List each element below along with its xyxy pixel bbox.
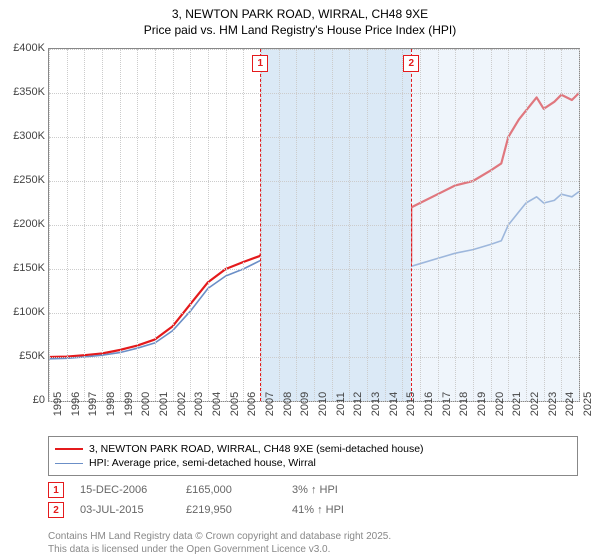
gridline-v: [438, 49, 439, 401]
x-tick-label: 2010: [317, 392, 329, 416]
x-tick-label: 2020: [494, 392, 506, 416]
gridline-v: [226, 49, 227, 401]
sale-hpi-delta: 3% ↑ HPI: [292, 484, 382, 496]
y-tick-label: £150K: [1, 262, 45, 274]
y-tick-label: £400K: [1, 42, 45, 54]
x-tick-label: 2023: [547, 392, 559, 416]
gridline-v: [561, 49, 562, 401]
sale-hpi-delta: 41% ↑ HPI: [292, 504, 382, 516]
x-tick-label: 2022: [529, 392, 541, 416]
x-tick-label: 2008: [282, 392, 294, 416]
gridline-v: [544, 49, 545, 401]
gridline-v: [508, 49, 509, 401]
gridline-v: [84, 49, 85, 401]
sale-row-marker: 2: [48, 502, 64, 518]
sale-price: £219,950: [186, 504, 276, 516]
y-tick-label: £300K: [1, 130, 45, 142]
legend-swatch: [55, 463, 83, 464]
x-tick-label: 1995: [52, 392, 64, 416]
gridline-v: [173, 49, 174, 401]
y-tick-label: £100K: [1, 306, 45, 318]
gridline-v: [155, 49, 156, 401]
gridline-v: [349, 49, 350, 401]
y-tick-label: £200K: [1, 218, 45, 230]
gridline-v: [491, 49, 492, 401]
x-tick-label: 2024: [564, 392, 576, 416]
x-tick-label: 2002: [176, 392, 188, 416]
gridline-v: [314, 49, 315, 401]
legend-swatch: [55, 448, 83, 450]
gridline-v: [385, 49, 386, 401]
x-tick-label: 2011: [335, 392, 347, 416]
footer-attribution: Contains HM Land Registry data © Crown c…: [48, 530, 578, 556]
gridline-v: [420, 49, 421, 401]
gridline-v: [455, 49, 456, 401]
x-tick-label: 2007: [264, 392, 276, 416]
gridline-v: [208, 49, 209, 401]
x-tick-label: 2009: [299, 392, 311, 416]
sale-row: 2 03-JUL-2015 £219,950 41% ↑ HPI: [48, 502, 578, 518]
sale-date: 15-DEC-2006: [80, 484, 170, 496]
sale-row: 1 15-DEC-2006 £165,000 3% ↑ HPI: [48, 482, 578, 498]
sale-vline: [411, 49, 412, 401]
footer-line1: Contains HM Land Registry data © Crown c…: [48, 530, 578, 543]
gridline-v: [332, 49, 333, 401]
gridline-v: [402, 49, 403, 401]
gridline-v: [120, 49, 121, 401]
sales-table: 1 15-DEC-2006 £165,000 3% ↑ HPI 2 03-JUL-2015…: [48, 478, 578, 522]
sale-marker-box: 1: [252, 55, 268, 72]
x-tick-label: 2019: [476, 392, 488, 416]
x-tick-label: 1999: [123, 392, 135, 416]
gridline-v: [243, 49, 244, 401]
x-tick-label: 2014: [388, 392, 400, 416]
sale-vline: [260, 49, 261, 401]
x-tick-label: 1997: [87, 392, 99, 416]
gridline-v: [67, 49, 68, 401]
y-tick-label: £250K: [1, 174, 45, 186]
chart-title-line2: Price paid vs. HM Land Registry's House …: [0, 23, 600, 37]
gridline-v: [102, 49, 103, 401]
x-tick-label: 2001: [158, 392, 170, 416]
x-tick-label: 2018: [458, 392, 470, 416]
gridline-v: [367, 49, 368, 401]
x-tick-label: 2017: [441, 392, 453, 416]
legend-label: HPI: Average price, semi-detached house,…: [89, 457, 316, 469]
legend-label: 3, NEWTON PARK ROAD, WIRRAL, CH48 9XE (s…: [89, 443, 424, 455]
legend-row: 3, NEWTON PARK ROAD, WIRRAL, CH48 9XE (s…: [55, 443, 571, 455]
sale-date: 03-JUL-2015: [80, 504, 170, 516]
footer-line2: This data is licensed under the Open Gov…: [48, 543, 578, 556]
x-tick-label: 2013: [370, 392, 382, 416]
gridline-v: [190, 49, 191, 401]
gridline-v: [279, 49, 280, 401]
x-tick-label: 2003: [193, 392, 205, 416]
y-tick-label: £350K: [1, 86, 45, 98]
gridline-v: [473, 49, 474, 401]
legend: 3, NEWTON PARK ROAD, WIRRAL, CH48 9XE (s…: [48, 436, 578, 476]
x-tick-label: 2004: [211, 392, 223, 416]
y-tick-label: £50K: [1, 350, 45, 362]
gridline-v: [49, 49, 50, 401]
x-tick-label: 2012: [352, 392, 364, 416]
y-tick-label: £0: [1, 394, 45, 406]
chart-plot-area: 12: [48, 48, 580, 402]
sale-marker-box: 2: [403, 55, 419, 72]
chart-title-line1: 3, NEWTON PARK ROAD, WIRRAL, CH48 9XE: [0, 0, 600, 23]
gridline-v: [137, 49, 138, 401]
gridline-v: [296, 49, 297, 401]
legend-row: HPI: Average price, semi-detached house,…: [55, 457, 571, 469]
sale-price: £165,000: [186, 484, 276, 496]
x-tick-label: 2015: [405, 392, 417, 416]
gridline-v: [526, 49, 527, 401]
x-tick-label: 1998: [105, 392, 117, 416]
x-tick-label: 1996: [70, 392, 82, 416]
sale-row-marker: 1: [48, 482, 64, 498]
x-tick-label: 2025: [582, 392, 594, 416]
x-tick-label: 2006: [246, 392, 258, 416]
x-tick-label: 2005: [229, 392, 241, 416]
x-tick-label: 2016: [423, 392, 435, 416]
gridline-v: [579, 49, 580, 401]
x-tick-label: 2021: [511, 392, 523, 416]
x-tick-label: 2000: [140, 392, 152, 416]
